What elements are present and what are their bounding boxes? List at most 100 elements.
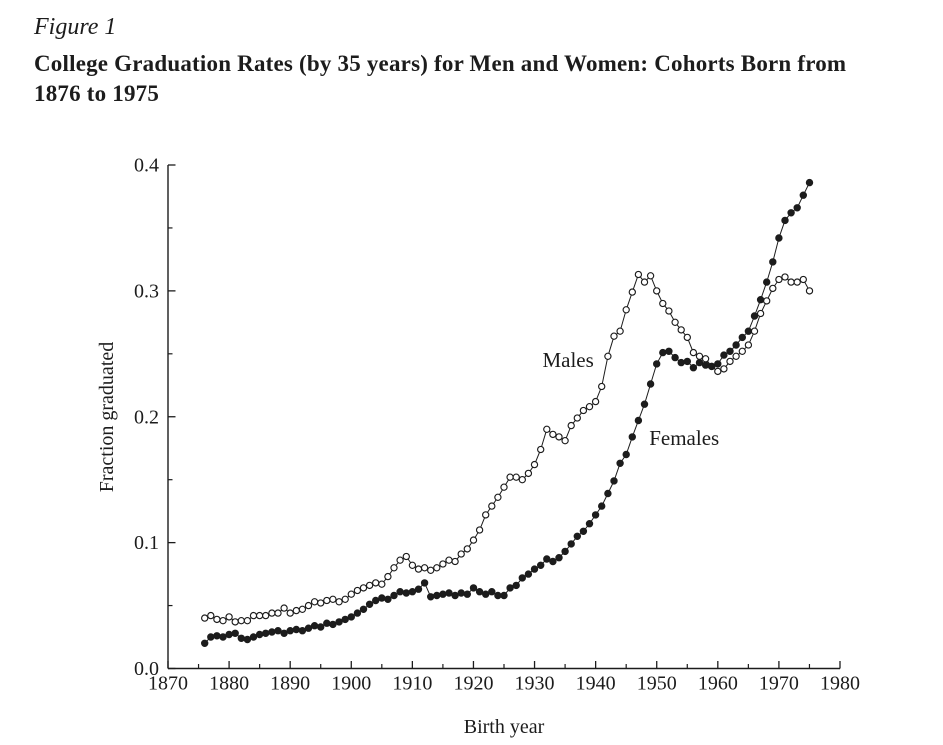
filled-circle-marker bbox=[738, 333, 746, 342]
open-circle-marker bbox=[518, 476, 526, 484]
open-circle-marker bbox=[219, 617, 227, 625]
filled-circle-marker bbox=[708, 362, 716, 371]
open-circle-marker bbox=[573, 414, 581, 422]
series-label-females: Females bbox=[649, 426, 719, 450]
filled-circle-marker bbox=[610, 477, 618, 485]
open-circle-marker bbox=[255, 611, 264, 620]
filled-circle-marker bbox=[262, 629, 270, 637]
filled-circle-marker bbox=[689, 364, 698, 372]
open-circle-marker bbox=[286, 609, 294, 617]
open-circle-marker bbox=[457, 550, 465, 558]
filled-circle-marker bbox=[598, 502, 606, 510]
open-circle-marker bbox=[646, 272, 655, 280]
filled-circle-marker bbox=[677, 358, 685, 367]
filled-circle-marker bbox=[451, 591, 459, 600]
filled-circle-marker bbox=[585, 520, 594, 528]
filled-circle-marker bbox=[634, 416, 643, 425]
filled-circle-marker bbox=[390, 591, 398, 600]
series-line-females bbox=[204, 182, 810, 644]
filled-circle-marker bbox=[207, 633, 215, 641]
filled-circle-marker bbox=[378, 594, 386, 602]
open-circle-marker bbox=[671, 318, 679, 326]
filled-circle-marker bbox=[243, 635, 252, 644]
filled-circle-marker bbox=[353, 609, 362, 617]
filled-circle-marker bbox=[494, 591, 502, 600]
open-circle-marker bbox=[763, 297, 771, 305]
filled-circle-marker bbox=[335, 618, 343, 626]
x-tick-label: 1870 bbox=[148, 673, 188, 695]
chart-area: 1870 1880 1890 1900 1910 1920 1930 1940 1950 1960… bbox=[0, 130, 943, 745]
open-circle-marker bbox=[732, 352, 740, 360]
filled-circle-marker bbox=[225, 630, 233, 639]
open-circle-marker bbox=[726, 357, 734, 366]
figure-title-line2: 1876 to 1975 bbox=[34, 81, 160, 106]
filled-circle-marker bbox=[744, 327, 753, 335]
filled-circle-marker bbox=[457, 589, 465, 597]
open-circle-marker bbox=[805, 287, 814, 295]
filled-circle-marker bbox=[237, 634, 245, 642]
filled-circle-marker bbox=[567, 540, 575, 548]
open-circle-marker bbox=[317, 599, 325, 607]
filled-circle-marker bbox=[653, 360, 661, 368]
y-tick-label: 0.2 bbox=[134, 406, 159, 428]
filled-circle-marker bbox=[280, 629, 288, 637]
open-circle-marker bbox=[634, 270, 643, 279]
open-circle-marker bbox=[744, 341, 753, 349]
open-circle-marker bbox=[653, 287, 661, 295]
open-circle-marker bbox=[237, 617, 245, 625]
figure-label: Figure 1 bbox=[34, 14, 117, 40]
open-circle-marker bbox=[408, 561, 417, 569]
open-circle-marker bbox=[213, 615, 221, 624]
open-circle-marker bbox=[610, 332, 618, 340]
x-tick-label: 1890 bbox=[270, 673, 310, 695]
filled-circle-marker bbox=[506, 584, 514, 592]
filled-circle-marker bbox=[659, 348, 667, 357]
open-circle-marker bbox=[231, 618, 239, 626]
filled-circle-marker bbox=[683, 357, 691, 366]
filled-circle-marker bbox=[604, 489, 612, 498]
filled-circle-marker bbox=[372, 596, 380, 605]
open-circle-marker bbox=[292, 606, 300, 615]
filled-circle-marker bbox=[714, 360, 722, 368]
x-tick-label: 1980 bbox=[820, 673, 860, 695]
filled-circle-marker bbox=[646, 380, 655, 388]
filled-circle-marker bbox=[500, 591, 508, 600]
open-circle-marker bbox=[384, 572, 392, 581]
open-circle-marker bbox=[494, 493, 502, 501]
open-circle-marker bbox=[310, 598, 319, 606]
open-circle-marker bbox=[604, 352, 612, 360]
series-layer bbox=[200, 178, 814, 647]
x-tick-label: 1900 bbox=[331, 673, 371, 695]
open-circle-marker bbox=[616, 327, 624, 335]
open-circle-marker bbox=[701, 355, 710, 363]
open-circle-marker bbox=[677, 326, 685, 334]
filled-circle-marker bbox=[561, 547, 569, 556]
figure-title-line1: College Graduation Rates (by 35 years) f… bbox=[34, 51, 847, 76]
filled-circle-marker bbox=[359, 605, 368, 613]
open-circle-marker bbox=[793, 278, 801, 286]
open-circle-marker bbox=[506, 473, 514, 481]
open-circle-marker bbox=[665, 307, 673, 315]
open-circle-marker bbox=[433, 564, 441, 572]
chart-canvas: 1870 1880 1890 1900 1910 1920 1930 1940 1950 1960… bbox=[96, 155, 860, 739]
filled-circle-marker bbox=[763, 278, 771, 286]
filled-circle-marker bbox=[347, 613, 355, 621]
open-circle-marker bbox=[695, 352, 704, 360]
filled-circle-marker bbox=[701, 361, 710, 369]
open-circle-marker bbox=[555, 433, 563, 441]
open-circle-marker bbox=[262, 611, 270, 620]
open-circle-marker bbox=[268, 609, 276, 617]
open-circle-marker bbox=[543, 425, 551, 433]
x-tick-label: 1920 bbox=[453, 673, 493, 695]
open-circle-marker bbox=[769, 284, 777, 293]
filled-circle-marker bbox=[488, 588, 496, 596]
y-axis-title: Fraction graduated bbox=[96, 342, 118, 493]
open-circle-marker bbox=[274, 609, 282, 617]
filled-circle-marker bbox=[671, 353, 679, 362]
x-tick-label: 1960 bbox=[698, 673, 738, 695]
filled-circle-marker bbox=[805, 178, 814, 187]
open-circle-marker bbox=[549, 430, 557, 439]
filled-circle-marker bbox=[695, 358, 704, 367]
x-tick-label: 1880 bbox=[209, 673, 249, 695]
